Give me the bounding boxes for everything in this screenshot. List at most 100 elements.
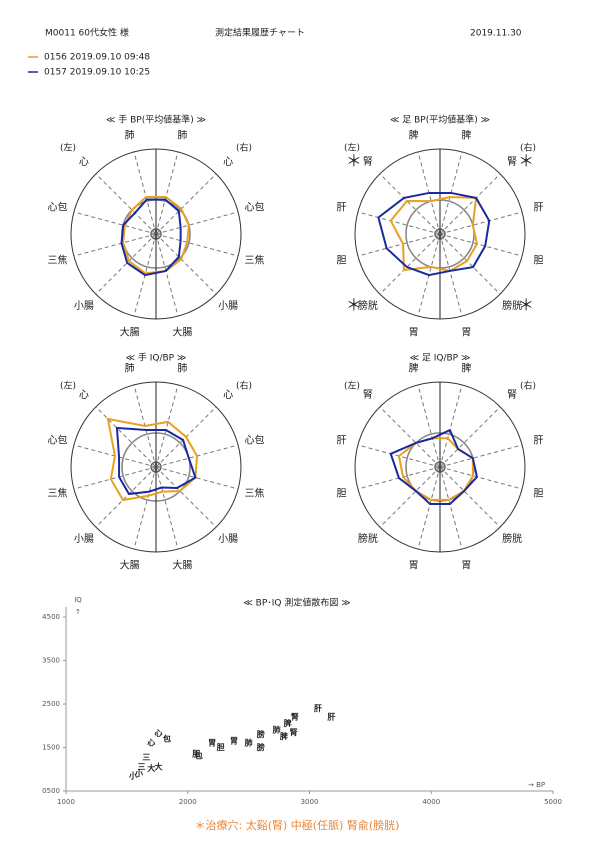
legend-label: 0156 2019.09.10 09:48 bbox=[44, 53, 150, 63]
spoke bbox=[439, 444, 523, 468]
axis-label: 腎 bbox=[507, 156, 517, 168]
scatter-point: 大 bbox=[155, 762, 163, 772]
spoke bbox=[439, 173, 501, 235]
spoke bbox=[379, 406, 441, 468]
axis-label: 肝 bbox=[336, 435, 346, 447]
axis-label: 肺 bbox=[125, 129, 135, 141]
spoke bbox=[133, 151, 157, 235]
scatter-point: 三 bbox=[142, 753, 150, 762]
spoke bbox=[155, 233, 217, 295]
scatter-point: 胃 bbox=[208, 739, 216, 748]
spoke bbox=[439, 466, 501, 528]
axis-label: 腎 bbox=[363, 389, 373, 401]
side-label: (左) bbox=[60, 142, 76, 154]
spoke bbox=[439, 406, 501, 468]
scatter-point: 小 bbox=[134, 768, 143, 778]
scatter-point: 膀 bbox=[256, 729, 265, 739]
chart-title: ≪ 手 IQ/BP ≫ bbox=[126, 352, 187, 364]
y-tick-label: 3500 bbox=[42, 657, 60, 665]
scatter-point: 大 bbox=[147, 763, 155, 773]
radar-line bbox=[377, 191, 491, 277]
spoke bbox=[73, 466, 157, 490]
side-label: (左) bbox=[60, 380, 76, 392]
axis-label: 心包 bbox=[245, 434, 265, 447]
axis-label: 心包 bbox=[47, 434, 67, 447]
y-axis-arrow: ↑ bbox=[75, 608, 81, 616]
y-tick-label: 2500 bbox=[42, 700, 60, 708]
spoke bbox=[95, 233, 157, 295]
axis-label: 膀胱 bbox=[358, 532, 378, 545]
scatter-point: 肺 bbox=[273, 725, 281, 735]
spoke bbox=[439, 233, 523, 257]
spoke bbox=[155, 466, 217, 528]
axis-label: 心 bbox=[79, 156, 89, 168]
scatter-point: 胆 bbox=[192, 750, 200, 759]
radar-line bbox=[389, 428, 479, 505]
y-tick-label: 1500 bbox=[42, 744, 60, 752]
side-label: (右) bbox=[520, 142, 536, 154]
axis-label: 小腸 bbox=[74, 300, 94, 312]
axis-label: 大腸 bbox=[172, 559, 192, 572]
chart-title: ≪ 手 BP(平均値基準) ≫ bbox=[106, 114, 206, 126]
spoke bbox=[95, 466, 157, 528]
axis-label: 胆 bbox=[534, 254, 544, 266]
y-tick-label: 0500 bbox=[42, 787, 60, 795]
axis-label: 肝 bbox=[534, 435, 544, 447]
highlight-mark: ＊ bbox=[518, 151, 534, 170]
radar-line bbox=[389, 196, 479, 273]
spoke bbox=[379, 173, 441, 235]
axis-label: 肝 bbox=[336, 202, 346, 214]
scatter-point: 肝 bbox=[327, 713, 335, 722]
axis-label: 脾 bbox=[461, 128, 471, 141]
axis-label: 大腸 bbox=[172, 326, 192, 339]
x-tick-label: 5000 bbox=[544, 798, 562, 806]
scatter-point: 小 bbox=[128, 770, 137, 780]
axis-label: 脾 bbox=[409, 361, 419, 374]
scatter-point: 肺 bbox=[245, 738, 253, 748]
legend-label: 0157 2019.09.10 10:25 bbox=[44, 68, 150, 78]
spoke bbox=[73, 211, 157, 235]
highlight-mark: ＊ bbox=[518, 296, 534, 315]
chart-title: ≪ 足 IQ/BP ≫ bbox=[410, 353, 471, 364]
x-axis-label: → BP bbox=[528, 781, 545, 789]
axis-label: 肺 bbox=[125, 362, 135, 374]
axis-label: 肺 bbox=[177, 129, 187, 141]
spoke bbox=[439, 466, 463, 550]
axis-label: 三焦 bbox=[47, 253, 67, 266]
spoke bbox=[417, 466, 441, 550]
x-tick-label: 2000 bbox=[179, 798, 197, 806]
scatter-point: 包 bbox=[194, 751, 203, 761]
spoke bbox=[439, 233, 463, 317]
spoke bbox=[95, 406, 157, 468]
scatter-point: 腎 bbox=[290, 727, 298, 737]
axis-label: 胆 bbox=[534, 487, 544, 499]
axis-label: 脾 bbox=[409, 128, 419, 141]
scatter-point: 心 bbox=[147, 738, 155, 748]
date: 2019.11.30 bbox=[470, 29, 522, 39]
scatter-point: 脾 bbox=[283, 718, 292, 728]
radar-line bbox=[115, 426, 197, 496]
scatter-point: 心 bbox=[155, 728, 163, 738]
spoke bbox=[439, 233, 501, 295]
axis-label: 心 bbox=[223, 389, 233, 401]
spoke bbox=[439, 466, 523, 490]
spoke bbox=[155, 233, 239, 257]
axis-label: 膀胱 bbox=[358, 299, 378, 312]
side-label: (右) bbox=[236, 142, 252, 154]
radar-line bbox=[122, 196, 190, 275]
axis-label: 胃 bbox=[409, 327, 419, 339]
patient: M0011 60代女性 様 bbox=[45, 27, 129, 39]
spoke bbox=[439, 211, 523, 235]
axis-label: 三焦 bbox=[47, 486, 67, 499]
chart-title: ≪ BP･IQ 測定値散布図 ≫ bbox=[243, 597, 350, 609]
axis-label: 心包 bbox=[47, 201, 67, 214]
side-label: (右) bbox=[520, 380, 536, 392]
axis-label: 胃 bbox=[461, 560, 471, 572]
spoke bbox=[155, 233, 179, 317]
spoke bbox=[155, 466, 239, 490]
axis-label: 小腸 bbox=[218, 300, 238, 312]
chart-title: ≪ 足 BP(平均値基準) ≫ bbox=[390, 114, 490, 126]
radar-line bbox=[106, 417, 199, 502]
side-label: (左) bbox=[344, 142, 360, 154]
